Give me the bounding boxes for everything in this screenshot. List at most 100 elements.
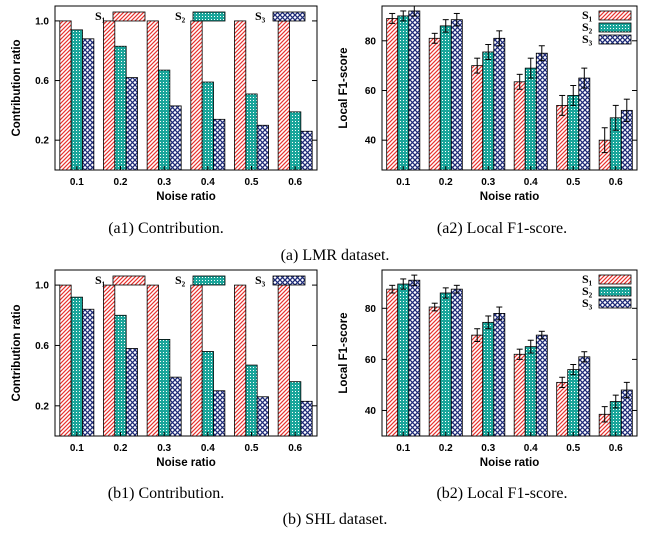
- legend-swatch-s2: [192, 11, 226, 22]
- bar-s1: [59, 284, 72, 437]
- bar-s1: [386, 18, 399, 171]
- x-axis-label: Noise ratio: [480, 191, 539, 203]
- x-tick-label: 0.6: [288, 443, 302, 454]
- bar-s2: [524, 67, 537, 171]
- bar-s2: [482, 321, 495, 437]
- legend-swatch-s1: [112, 11, 146, 22]
- x-tick-label: 0.4: [524, 443, 538, 454]
- bar-s2: [158, 339, 171, 437]
- bar-s3: [450, 19, 463, 171]
- bar-s2: [201, 81, 214, 171]
- legend-swatch-s3: [598, 34, 632, 45]
- caption-b2: (b2) Local F1-score.: [436, 485, 567, 502]
- bar-s1: [386, 288, 399, 437]
- legend-swatch-s3: [272, 275, 306, 286]
- bar-s3: [493, 37, 506, 171]
- x-tick-label: 0.3: [157, 443, 171, 454]
- chart-b2: 40 60 80 0.1 0.2 0.3 0.4 0.5 0.6 Noise ratio Local…: [338, 269, 638, 469]
- x-tick-label: 0.5: [245, 443, 259, 454]
- x-tick-label: 0.6: [609, 443, 623, 454]
- legend-label-s1: S₁: [582, 8, 593, 22]
- bar-s3: [408, 279, 421, 437]
- bar-s1: [277, 284, 290, 437]
- plot-frame: [381, 5, 638, 171]
- legend-label-s3: S₃: [255, 9, 266, 23]
- chart-a1: 0.2 0.6 1.0 0.1 0.2 0.3 0.4 0.5 0.6 Noise ratio Co…: [11, 5, 318, 203]
- bar-s3: [300, 400, 313, 437]
- caption-a1: (a1) Contribution.: [108, 220, 224, 237]
- x-tick-label: 0.1: [70, 177, 84, 188]
- legend-swatch-s1: [112, 275, 146, 286]
- y-tick-label: 1.0: [35, 281, 49, 292]
- x-tick-label: 0.5: [566, 177, 580, 188]
- legend-swatch-s1: [598, 10, 632, 21]
- legend-swatch-s2: [598, 22, 632, 33]
- x-axis-label: Noise ratio: [156, 457, 215, 469]
- x-tick-label: 0.6: [609, 177, 623, 188]
- bar-s2: [289, 381, 302, 437]
- bar-s3: [256, 124, 269, 171]
- x-tick-label: 0.4: [201, 443, 215, 454]
- bar-s2: [439, 25, 452, 171]
- bar-s2: [245, 364, 258, 437]
- plot-frame: [54, 5, 318, 171]
- caption-b: (b) SHL dataset.: [283, 511, 388, 528]
- y-tick-label: 0.6: [35, 341, 49, 352]
- bar-s1: [277, 20, 290, 171]
- bar-s3: [82, 38, 95, 171]
- bar-s1: [146, 20, 159, 171]
- bar-s2: [245, 93, 258, 171]
- bar-s2: [201, 351, 214, 437]
- x-tick-label: 0.2: [439, 443, 453, 454]
- bar-s3: [82, 308, 95, 437]
- y-tick-label: 0.6: [35, 76, 49, 87]
- bar-s1: [471, 65, 484, 171]
- legend-label-s3: S₃: [582, 296, 593, 310]
- bar-s2: [158, 69, 171, 171]
- x-tick-label: 0.5: [566, 443, 580, 454]
- legend-label-s2: S₂: [582, 284, 593, 298]
- y-tick-label: 80: [365, 304, 377, 315]
- bar-s3: [408, 10, 421, 171]
- bar-s1: [234, 20, 247, 171]
- y-tick-label: 1.0: [35, 16, 49, 27]
- bar-s2: [524, 346, 537, 437]
- y-tick-label: 40: [365, 406, 377, 417]
- x-tick-label: 0.4: [201, 177, 215, 188]
- legend-swatch-s1: [598, 274, 632, 285]
- bar-s3: [125, 77, 138, 171]
- bar-s2: [439, 292, 452, 437]
- bar-s1: [103, 284, 116, 437]
- x-tick-label: 0.4: [524, 177, 538, 188]
- plot-frame: [381, 269, 638, 437]
- y-axis-label: Contribution ratio: [11, 39, 23, 136]
- bar-s3: [169, 105, 182, 171]
- y-tick-label: 40: [365, 136, 377, 147]
- bar-s3: [535, 334, 548, 437]
- bar-s1: [513, 81, 526, 171]
- bar-s3: [535, 52, 548, 171]
- plot-frame: [54, 269, 318, 437]
- bar-s2: [397, 15, 410, 171]
- chart-a2: 40 60 80 0.1 0.2 0.3 0.4 0.5 0.6 Noise ratio Local…: [338, 5, 638, 203]
- x-tick-label: 0.2: [114, 177, 128, 188]
- y-axis-label: Local F1-score: [338, 47, 350, 128]
- bar-s1: [190, 20, 203, 171]
- y-tick-label: 0.2: [35, 401, 49, 412]
- bar-s3: [300, 130, 313, 171]
- legend-swatch-s2: [598, 286, 632, 297]
- x-tick-label: 0.1: [396, 177, 410, 188]
- x-tick-label: 0.2: [439, 177, 453, 188]
- legend-label-s3: S₃: [582, 32, 593, 46]
- bar-s2: [567, 369, 580, 437]
- bar-s2: [397, 283, 410, 437]
- y-tick-label: 80: [365, 36, 377, 47]
- y-axis-label: Local F1-score: [338, 312, 350, 393]
- bar-s1: [103, 20, 116, 171]
- bar-s1: [190, 284, 203, 437]
- legend-label-s1: S₁: [95, 9, 106, 23]
- bar-s2: [482, 51, 495, 171]
- x-tick-label: 0.6: [288, 177, 302, 188]
- bar-s2: [289, 111, 302, 171]
